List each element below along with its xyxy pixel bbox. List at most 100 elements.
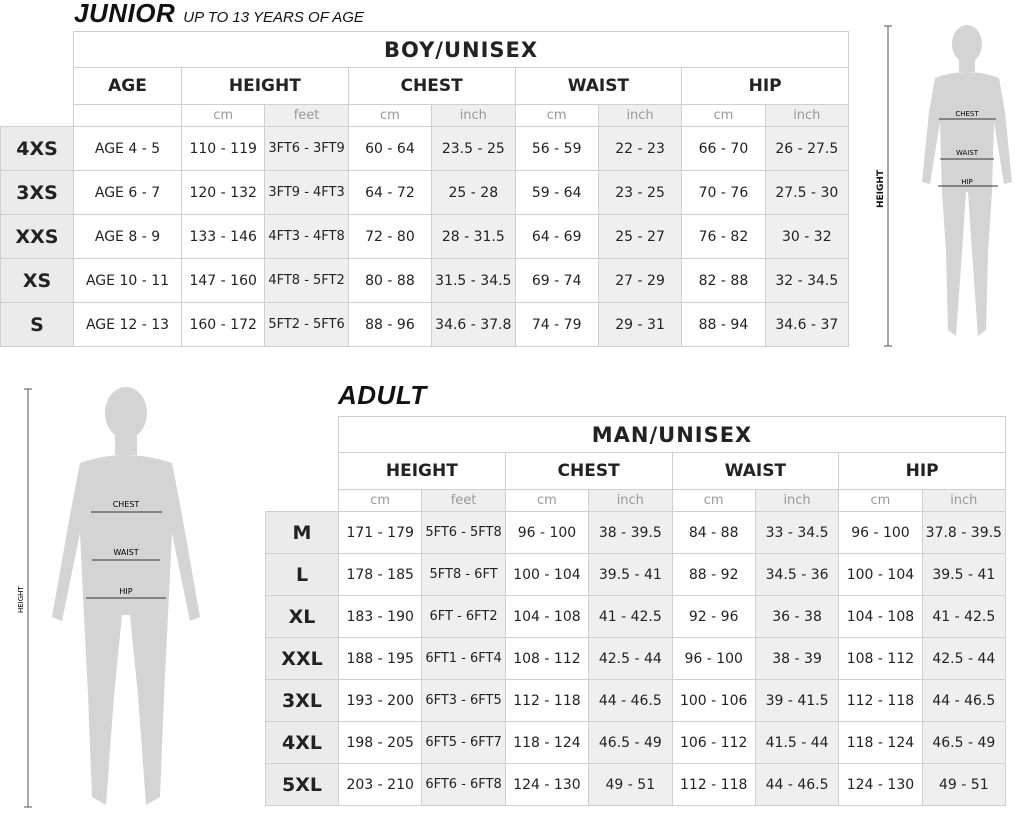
table-cell: 96 - 100: [671, 637, 756, 680]
table-cell: 38 - 39: [754, 637, 840, 680]
table-row: 3XL 193 - 200 6FT3 - 6FT5 112 - 118 44 - 46.…: [265, 679, 1007, 722]
table-cell: 188 - 195: [337, 637, 423, 680]
junior-body-figure: CHEST WAIST HIP HEIGHT: [876, 25, 1012, 347]
table-cell: 108 - 112: [838, 637, 923, 680]
table-cell: 88 - 92: [671, 553, 756, 596]
table-row: 5XL 203 - 210 6FT6 - 6FT8 124 - 130 49 - 51 1…: [265, 763, 1007, 806]
hip-label: HIP: [961, 178, 973, 186]
table-cell: 104 - 108: [838, 595, 923, 638]
column-header: HEIGHT: [338, 452, 506, 490]
size-label: 4XL: [265, 721, 339, 764]
unit-label: feet: [264, 104, 349, 127]
size-label: XXL: [265, 637, 339, 680]
size-label: 3XS: [0, 170, 74, 215]
silhouette-icon: [922, 25, 1012, 336]
table-cell: 118 - 124: [504, 721, 590, 764]
column-header: WAIST: [671, 452, 840, 490]
table-cell: 41 - 42.5: [588, 595, 673, 638]
unit-label: inch: [597, 104, 683, 127]
table-cell: 112 - 118: [838, 679, 923, 722]
table-cell: 44 - 46.5: [588, 679, 673, 722]
table-cell: 49 - 51: [588, 763, 673, 806]
table-cell: 124 - 130: [504, 763, 590, 806]
table-cell: 32 - 34.5: [764, 258, 850, 303]
table-cell: 64 - 69: [514, 214, 599, 259]
size-label: 4XS: [0, 126, 74, 171]
table-cell: 29 - 31: [597, 302, 683, 347]
table-cell: AGE 10 - 11: [73, 258, 182, 303]
table-cell: 84 - 88: [671, 511, 756, 554]
unit-label: cm: [504, 489, 590, 512]
table-cell: 70 - 76: [681, 170, 766, 215]
junior-subtitle: UP TO 13 YEARS OF AGE: [183, 9, 364, 26]
table-cell: 6FT5 - 6FT7: [421, 721, 506, 764]
table-cell: 46.5 - 49: [921, 721, 1007, 764]
table-row: XXL 188 - 195 6FT1 - 6FT4 108 - 112 42.5 - 4…: [265, 637, 1007, 680]
table-cell: 171 - 179: [337, 511, 423, 554]
table-cell: 4FT8 - 5FT2: [264, 258, 349, 303]
table-cell: 22 - 23: [597, 126, 683, 171]
unit-label: inch: [588, 489, 673, 512]
table-cell: 5FT6 - 5FT8: [421, 511, 506, 554]
column-header: CHEST: [347, 67, 516, 105]
table-cell: 160 - 172: [180, 302, 266, 347]
size-label: XS: [0, 258, 74, 303]
chest-label: CHEST: [955, 110, 979, 118]
table-cell: 80 - 88: [347, 258, 433, 303]
table-cell: 4FT3 - 4FT8: [264, 214, 349, 259]
column-header: HEIGHT: [181, 67, 349, 105]
size-label: L: [265, 553, 339, 596]
column-header: WAIST: [514, 67, 683, 105]
table-row: XS AGE 10 - 11 147 - 160 4FT8 - 5FT2 80 - 88…: [0, 258, 850, 303]
adult-title: ADULT: [338, 380, 427, 410]
table-cell: 96 - 100: [838, 511, 923, 554]
table-cell: 82 - 88: [681, 258, 766, 303]
table-cell: 6FT1 - 6FT4: [421, 637, 506, 680]
junior-title: JUNIOR: [74, 0, 176, 28]
table-cell: 34.5 - 36: [754, 553, 840, 596]
table-cell: 46.5 - 49: [588, 721, 673, 764]
size-label: XL: [265, 595, 339, 638]
table-cell: 26 - 27.5: [764, 126, 850, 171]
table-cell: 110 - 119: [180, 126, 266, 171]
table-cell: 36 - 38: [754, 595, 840, 638]
unit-label: cm: [180, 104, 266, 127]
table-cell: 88 - 96: [347, 302, 433, 347]
size-label: 3XL: [265, 679, 339, 722]
table-cell: 44 - 46.5: [754, 763, 840, 806]
table-cell: 33 - 34.5: [754, 511, 840, 554]
table-row: S AGE 12 - 13 160 - 172 5FT2 - 5FT6 88 - 96 3…: [0, 302, 850, 347]
table-cell: AGE 12 - 13: [73, 302, 182, 347]
table-row: M 171 - 179 5FT6 - 5FT8 96 - 100 38 - 39.5 84…: [265, 511, 1007, 554]
table-cell: 60 - 64: [347, 126, 433, 171]
table-cell: 69 - 74: [514, 258, 599, 303]
unit-label: inch: [431, 104, 516, 127]
table-cell: 66 - 70: [681, 126, 766, 171]
table-cell: 106 - 112: [671, 721, 756, 764]
chest-label: CHEST: [113, 500, 140, 509]
table-cell: 178 - 185: [337, 553, 423, 596]
table-cell: 39 - 41.5: [754, 679, 840, 722]
size-label: 5XL: [265, 763, 339, 806]
table-cell: AGE 6 - 7: [73, 170, 182, 215]
table-cell: 3FT9 - 4FT3: [264, 170, 349, 215]
table-cell: 193 - 200: [337, 679, 423, 722]
table-cell: 42.5 - 44: [921, 637, 1007, 680]
adult-size-table: MAN/UNISEX HEIGHT CHEST WAIST HIP cm feet cm inc…: [265, 416, 1007, 806]
table-cell: 25 - 28: [431, 170, 516, 215]
table-cell: 27.5 - 30: [764, 170, 850, 215]
table-cell: 112 - 118: [671, 763, 756, 806]
table-cell: 96 - 100: [504, 511, 590, 554]
size-label: XXS: [0, 214, 74, 259]
table-cell: 88 - 94: [681, 302, 766, 347]
table-cell: 147 - 160: [180, 258, 266, 303]
table-cell: 38 - 39.5: [588, 511, 673, 554]
unit-label: cm: [681, 104, 766, 127]
table-cell: 42.5 - 44: [588, 637, 673, 680]
table-row: 4XS AGE 4 - 5 110 - 119 3FT6 - 3FT9 60 - 64 2…: [0, 126, 850, 171]
height-label: HEIGHT: [876, 169, 886, 208]
size-label: M: [265, 511, 339, 554]
table-cell: 92 - 96: [671, 595, 756, 638]
table-cell: 183 - 190: [337, 595, 423, 638]
table-cell: 6FT6 - 6FT8: [421, 763, 506, 806]
